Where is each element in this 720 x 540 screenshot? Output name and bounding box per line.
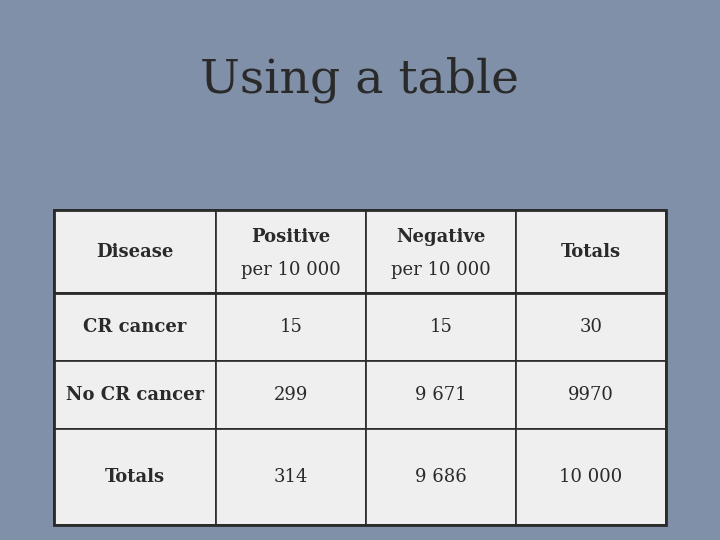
- Text: Positive: Positive: [251, 228, 330, 246]
- Text: 9 686: 9 686: [415, 468, 467, 486]
- Bar: [366, 210, 516, 293]
- Bar: [54, 210, 666, 525]
- Bar: [516, 361, 666, 429]
- Text: Negative: Negative: [397, 228, 486, 246]
- Bar: [366, 429, 516, 525]
- Bar: [516, 429, 666, 525]
- Text: 15: 15: [430, 318, 453, 336]
- Bar: [54, 361, 216, 429]
- Text: Totals: Totals: [105, 468, 165, 486]
- Bar: [216, 293, 366, 361]
- Text: 9 671: 9 671: [415, 386, 467, 404]
- Text: 15: 15: [279, 318, 302, 336]
- Bar: [366, 293, 516, 361]
- Bar: [54, 429, 216, 525]
- Text: per 10 000: per 10 000: [391, 261, 491, 279]
- Text: 10 000: 10 000: [559, 468, 623, 486]
- Text: CR cancer: CR cancer: [84, 318, 186, 336]
- Bar: [366, 361, 516, 429]
- Bar: [54, 293, 216, 361]
- Text: 314: 314: [274, 468, 308, 486]
- Bar: [216, 361, 366, 429]
- Bar: [516, 210, 666, 293]
- Text: Disease: Disease: [96, 242, 174, 260]
- Text: 299: 299: [274, 386, 308, 404]
- Bar: [54, 210, 216, 293]
- Bar: [516, 293, 666, 361]
- Text: 30: 30: [580, 318, 603, 336]
- Text: Totals: Totals: [561, 242, 621, 260]
- Bar: [216, 210, 366, 293]
- Text: 9970: 9970: [568, 386, 614, 404]
- Text: No CR cancer: No CR cancer: [66, 386, 204, 404]
- Text: per 10 000: per 10 000: [241, 261, 341, 279]
- Text: Using a table: Using a table: [200, 56, 520, 103]
- Bar: [216, 429, 366, 525]
